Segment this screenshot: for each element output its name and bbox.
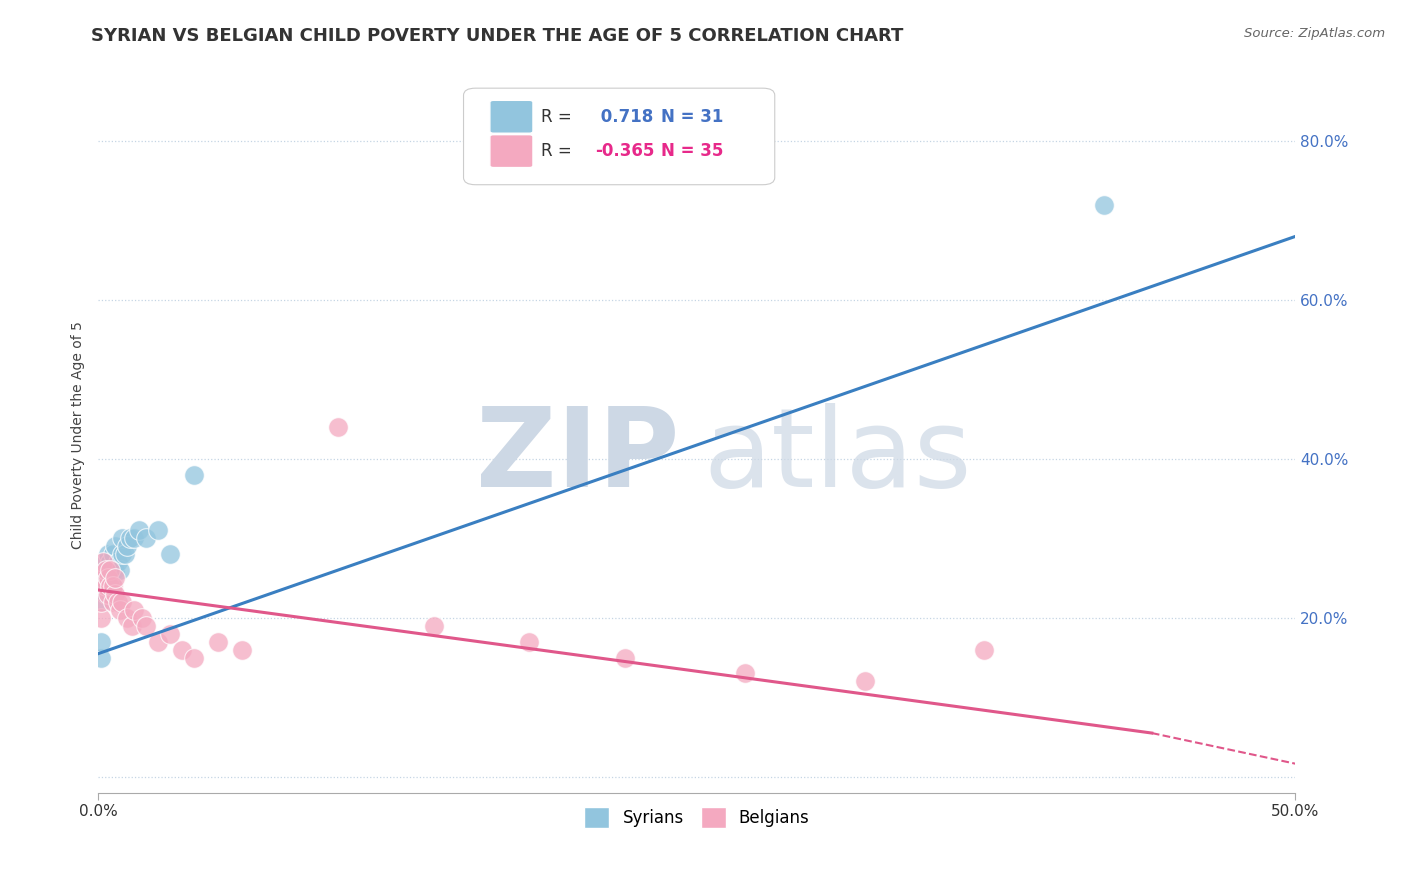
Point — [101, 579, 124, 593]
Legend: Syrians, Belgians: Syrians, Belgians — [578, 801, 817, 834]
Point — [111, 595, 134, 609]
Point — [115, 611, 138, 625]
Point — [100, 587, 122, 601]
Point — [90, 650, 112, 665]
Point — [104, 563, 127, 577]
Text: R =: R = — [541, 108, 572, 126]
Point — [118, 532, 141, 546]
Point — [128, 524, 150, 538]
Point — [183, 467, 205, 482]
Point — [97, 587, 120, 601]
Point — [104, 587, 127, 601]
Point — [97, 571, 120, 585]
Point — [91, 571, 114, 585]
Point — [135, 619, 157, 633]
Point — [97, 563, 120, 577]
Point — [183, 650, 205, 665]
Point — [108, 563, 131, 577]
Text: R =: R = — [541, 142, 572, 160]
FancyBboxPatch shape — [489, 100, 533, 133]
Point — [734, 666, 756, 681]
Point — [91, 555, 114, 569]
Point — [101, 595, 124, 609]
Point — [90, 634, 112, 648]
Point — [853, 674, 876, 689]
Text: 0.718: 0.718 — [595, 108, 654, 126]
Point — [94, 571, 117, 585]
Point — [94, 579, 117, 593]
Point — [101, 571, 124, 585]
Point — [172, 642, 194, 657]
Point — [326, 420, 349, 434]
Point — [973, 642, 995, 657]
Text: -0.365: -0.365 — [595, 142, 655, 160]
Point — [159, 626, 181, 640]
Point — [124, 603, 146, 617]
Point — [135, 532, 157, 546]
Point — [422, 619, 444, 633]
Point — [111, 532, 134, 546]
Point — [104, 539, 127, 553]
Point — [108, 603, 131, 617]
Point — [90, 611, 112, 625]
Point — [231, 642, 253, 657]
Point — [107, 555, 129, 569]
Point — [107, 595, 129, 609]
Point — [207, 634, 229, 648]
Point — [94, 555, 117, 569]
Text: atlas: atlas — [703, 403, 972, 510]
Point — [121, 619, 143, 633]
Point — [94, 587, 117, 601]
Point — [131, 611, 153, 625]
Point — [159, 547, 181, 561]
FancyBboxPatch shape — [464, 88, 775, 185]
Point — [104, 571, 127, 585]
Point — [1092, 197, 1115, 211]
Point — [519, 634, 541, 648]
Text: SYRIAN VS BELGIAN CHILD POVERTY UNDER THE AGE OF 5 CORRELATION CHART: SYRIAN VS BELGIAN CHILD POVERTY UNDER TH… — [91, 27, 904, 45]
Point — [100, 579, 122, 593]
Point — [100, 555, 122, 569]
Point — [101, 547, 124, 561]
Point — [148, 524, 170, 538]
FancyBboxPatch shape — [489, 135, 533, 168]
Point — [90, 595, 112, 609]
Point — [111, 547, 134, 561]
Y-axis label: Child Poverty Under the Age of 5: Child Poverty Under the Age of 5 — [72, 321, 86, 549]
Point — [100, 563, 122, 577]
Text: N = 31: N = 31 — [661, 108, 724, 126]
Point — [100, 571, 122, 585]
Point — [115, 539, 138, 553]
Text: Source: ZipAtlas.com: Source: ZipAtlas.com — [1244, 27, 1385, 40]
Point — [124, 532, 146, 546]
Point — [91, 595, 114, 609]
Point — [91, 579, 114, 593]
Point — [614, 650, 637, 665]
Point — [97, 547, 120, 561]
Point — [148, 634, 170, 648]
Text: N = 35: N = 35 — [661, 142, 724, 160]
Point — [97, 579, 120, 593]
Text: ZIP: ZIP — [475, 403, 679, 510]
Point — [94, 563, 117, 577]
Point — [114, 547, 136, 561]
